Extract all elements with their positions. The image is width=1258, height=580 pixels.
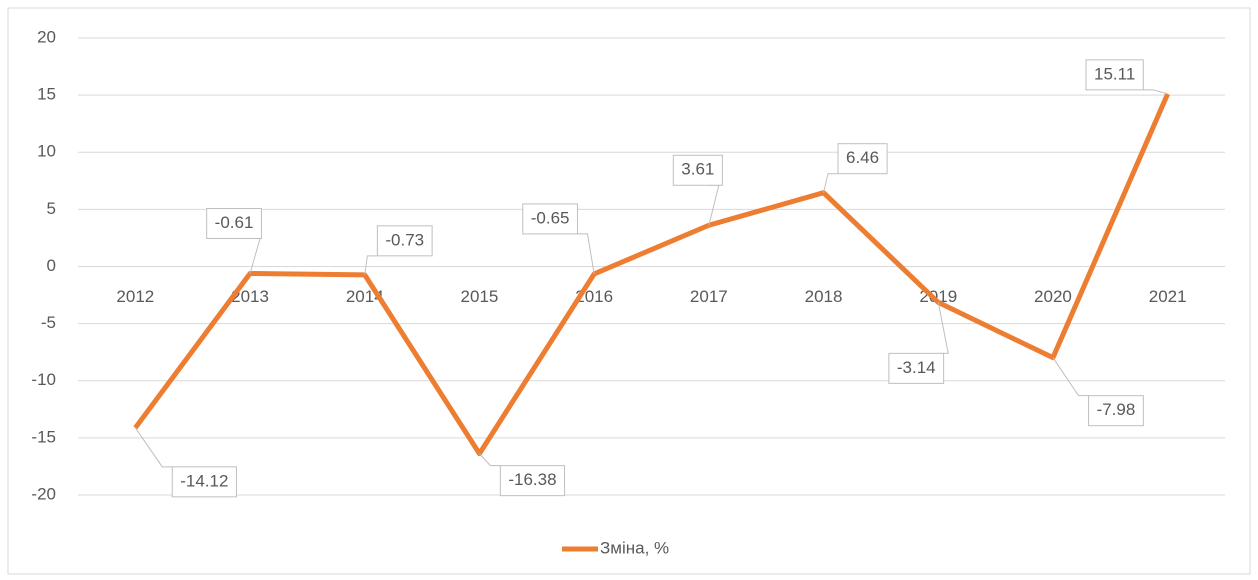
data-label-box [499, 465, 566, 497]
data-label-box [522, 203, 579, 235]
leader-line [577, 233, 595, 275]
data-label: -14.12 [180, 471, 228, 490]
data-label-box [171, 466, 237, 498]
x-tick-label: 2018 [805, 287, 843, 306]
y-tick-label: 5 [47, 199, 56, 218]
x-tick-label: 2015 [461, 287, 499, 306]
data-label-box [376, 225, 433, 257]
legend-label: Зміна, % [600, 538, 669, 557]
y-tick-label: 10 [37, 142, 56, 161]
y-tick-label: -5 [41, 313, 56, 332]
x-tick-label: 2017 [690, 287, 728, 306]
y-tick-label: -15 [31, 427, 56, 446]
x-tick-label: 2013 [231, 287, 269, 306]
data-label-box [837, 143, 888, 175]
leader-line [1143, 89, 1168, 95]
data-label-box [1088, 395, 1144, 427]
leader-line [823, 173, 839, 193]
data-label: -16.38 [508, 470, 556, 489]
leader-line [134, 427, 173, 468]
y-tick-label: 20 [37, 27, 56, 46]
y-tick-label: -10 [31, 370, 56, 389]
data-label: -0.61 [215, 213, 254, 232]
x-tick-label: 2020 [1034, 287, 1072, 306]
x-tick-label: 2012 [116, 287, 154, 306]
data-label: -3.14 [897, 358, 936, 377]
leader-line [1052, 357, 1089, 397]
data-label-box [206, 207, 262, 239]
leader-line [364, 255, 378, 275]
data-label: 6.46 [846, 148, 879, 167]
y-tick-label: 15 [37, 85, 56, 104]
y-tick-label: 0 [47, 256, 56, 275]
data-label: -0.73 [385, 230, 424, 249]
data-label: 3.61 [681, 160, 714, 179]
data-label: -0.65 [531, 208, 570, 227]
y-tick-label: -20 [31, 484, 56, 503]
data-label-box [888, 352, 945, 384]
data-label: 15.11 [1094, 64, 1135, 83]
data-label-box [1085, 59, 1144, 91]
x-tick-label: 2021 [1149, 287, 1187, 306]
leader-line [479, 453, 501, 467]
data-label: -7.98 [1097, 400, 1136, 419]
data-label-box [672, 154, 723, 186]
data-line [133, 92, 1170, 457]
